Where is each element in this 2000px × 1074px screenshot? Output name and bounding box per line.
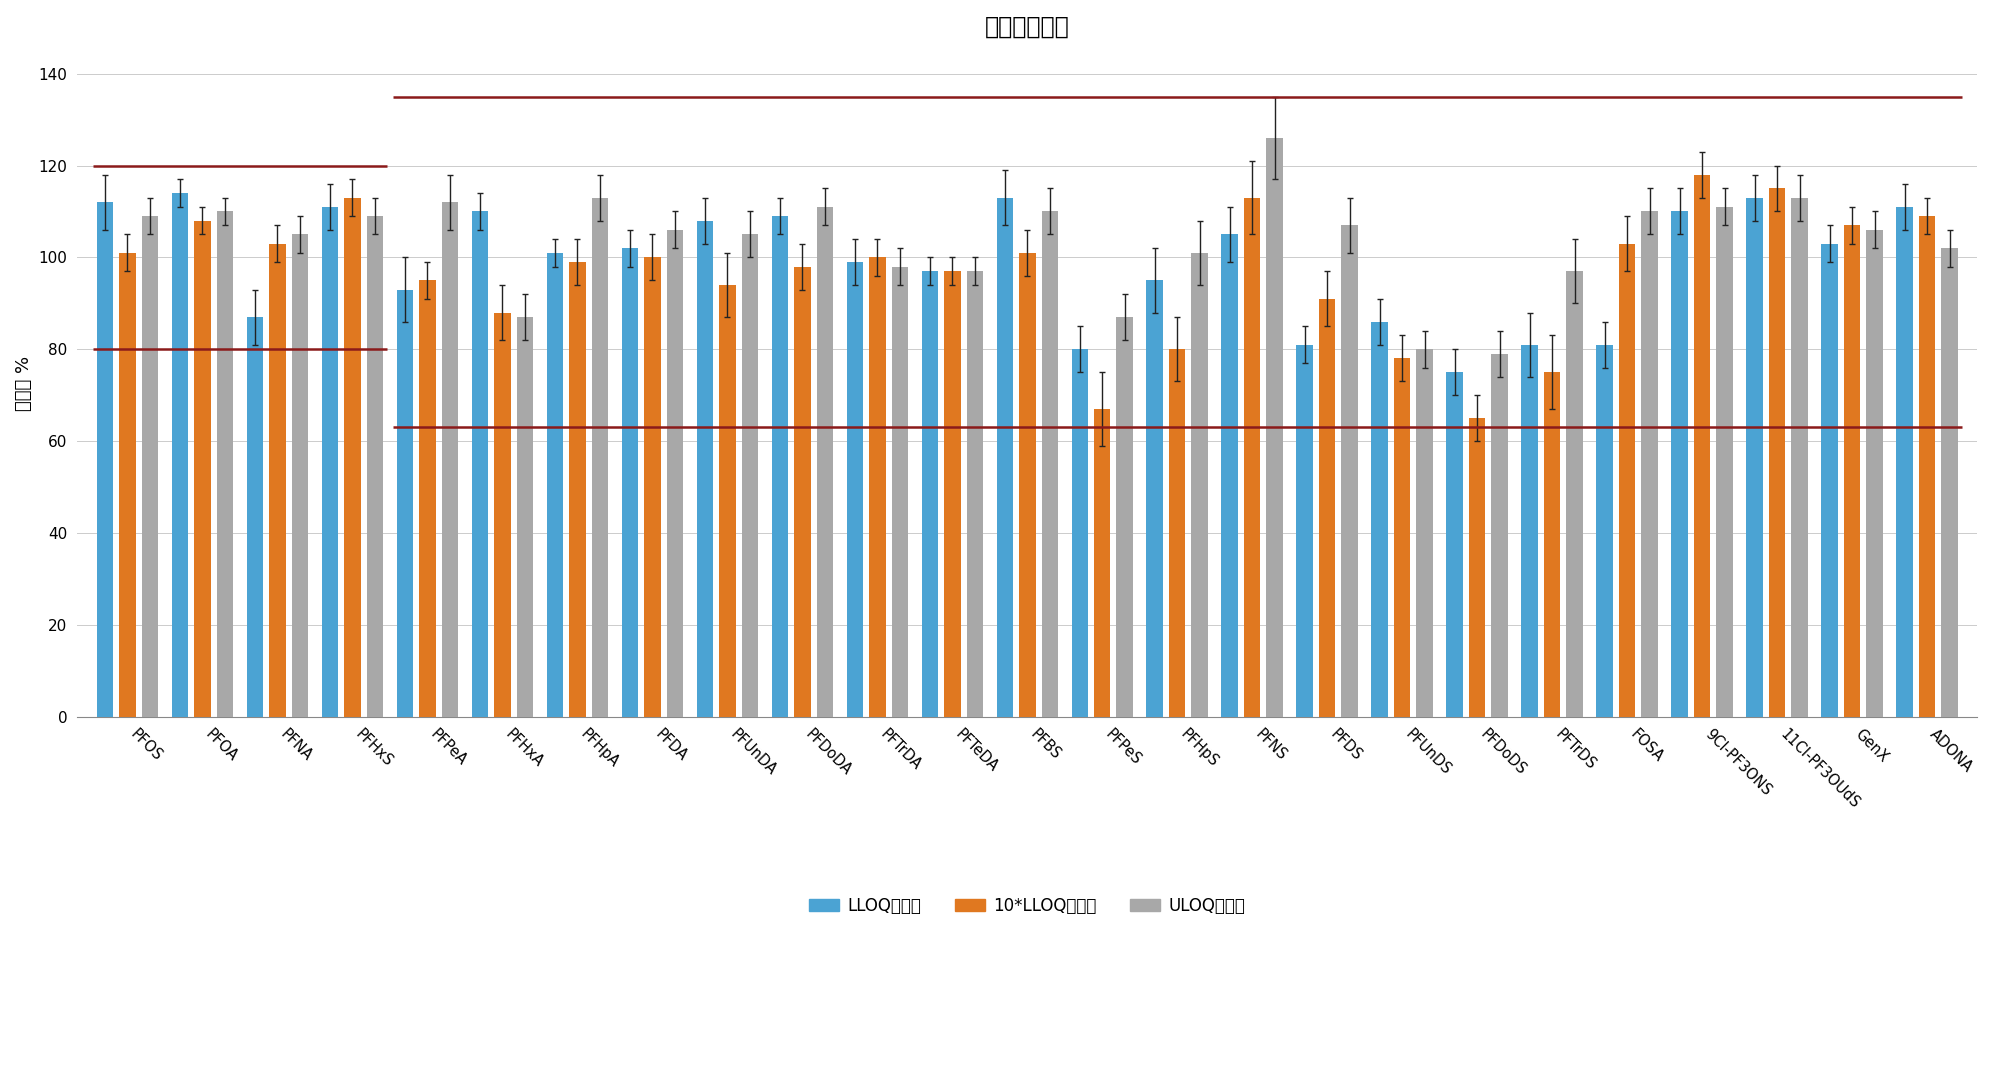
Legend: LLOQレベル, 10*LLOQレベル, ULOQレベル: LLOQレベル, 10*LLOQレベル, ULOQレベル bbox=[802, 890, 1252, 921]
Bar bbox=[772, 216, 788, 716]
Title: ベビーフード: ベビーフード bbox=[984, 15, 1070, 39]
Bar bbox=[1446, 373, 1462, 716]
Bar bbox=[1168, 349, 1186, 716]
Bar bbox=[696, 220, 714, 716]
Bar bbox=[1296, 345, 1312, 716]
Bar bbox=[216, 212, 234, 716]
Bar bbox=[1192, 252, 1208, 716]
Bar bbox=[472, 212, 488, 716]
Bar bbox=[622, 248, 638, 716]
Bar bbox=[194, 220, 210, 716]
Bar bbox=[1094, 409, 1110, 716]
Bar bbox=[1866, 230, 1882, 716]
Bar bbox=[1844, 226, 1860, 716]
Bar bbox=[720, 285, 736, 716]
Bar bbox=[1244, 198, 1260, 716]
Bar bbox=[96, 202, 114, 716]
Bar bbox=[1020, 252, 1036, 716]
Bar bbox=[966, 271, 984, 716]
Bar bbox=[1792, 198, 1808, 716]
Bar bbox=[1618, 244, 1636, 716]
Bar bbox=[644, 258, 660, 716]
Bar bbox=[1716, 207, 1732, 716]
Bar bbox=[1492, 353, 1508, 716]
Bar bbox=[1642, 212, 1658, 716]
Bar bbox=[396, 290, 414, 716]
Bar bbox=[1672, 212, 1688, 716]
Bar bbox=[1596, 345, 1612, 716]
Bar bbox=[570, 262, 586, 716]
Bar bbox=[1394, 359, 1410, 716]
Bar bbox=[1072, 349, 1088, 716]
Bar bbox=[666, 230, 684, 716]
Bar bbox=[1822, 244, 1838, 716]
Bar bbox=[816, 207, 834, 716]
Bar bbox=[1694, 175, 1710, 716]
Bar bbox=[172, 193, 188, 716]
Bar bbox=[1896, 207, 1912, 716]
Bar bbox=[1222, 234, 1238, 716]
Bar bbox=[142, 216, 158, 716]
Bar bbox=[516, 317, 534, 716]
Bar bbox=[996, 198, 1014, 716]
Bar bbox=[344, 198, 360, 716]
Bar bbox=[1042, 212, 1058, 716]
Bar bbox=[120, 252, 136, 716]
Bar bbox=[892, 266, 908, 716]
Bar bbox=[944, 271, 960, 716]
Bar bbox=[1566, 271, 1582, 716]
Bar bbox=[1342, 226, 1358, 716]
Bar bbox=[546, 252, 564, 716]
Bar bbox=[1116, 317, 1132, 716]
Bar bbox=[246, 317, 264, 716]
Bar bbox=[1318, 299, 1336, 716]
Bar bbox=[1372, 322, 1388, 716]
Bar bbox=[870, 258, 886, 716]
Bar bbox=[494, 313, 510, 716]
Bar bbox=[794, 266, 810, 716]
Bar bbox=[1522, 345, 1538, 716]
Bar bbox=[1746, 198, 1762, 716]
Bar bbox=[366, 216, 384, 716]
Bar bbox=[1918, 216, 1936, 716]
Bar bbox=[1942, 248, 1958, 716]
Bar bbox=[922, 271, 938, 716]
Bar bbox=[292, 234, 308, 716]
Bar bbox=[1416, 349, 1432, 716]
Bar bbox=[592, 198, 608, 716]
Bar bbox=[442, 202, 458, 716]
Bar bbox=[322, 207, 338, 716]
Y-axis label: 回収率 %: 回収率 % bbox=[14, 357, 32, 411]
Bar bbox=[1544, 373, 1560, 716]
Bar bbox=[1266, 137, 1282, 716]
Bar bbox=[846, 262, 864, 716]
Bar bbox=[742, 234, 758, 716]
Bar bbox=[1468, 418, 1486, 716]
Bar bbox=[420, 280, 436, 716]
Bar bbox=[1146, 280, 1162, 716]
Bar bbox=[1768, 188, 1786, 716]
Bar bbox=[270, 244, 286, 716]
